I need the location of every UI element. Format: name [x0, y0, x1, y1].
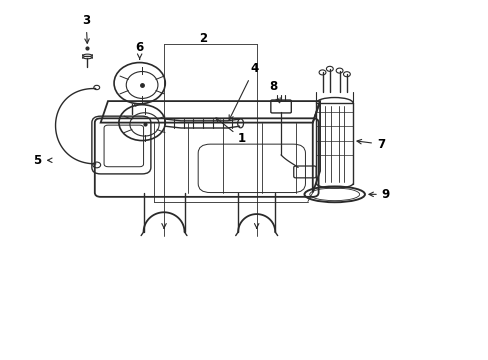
Text: 8: 8: [269, 80, 280, 103]
Text: 7: 7: [356, 138, 385, 150]
Text: 2: 2: [199, 32, 207, 45]
Text: 5: 5: [33, 154, 41, 167]
Text: 6: 6: [135, 41, 143, 59]
Text: 1: 1: [216, 118, 245, 145]
Text: 3: 3: [82, 14, 90, 43]
Text: 9: 9: [368, 188, 389, 201]
Text: 4: 4: [229, 62, 258, 120]
